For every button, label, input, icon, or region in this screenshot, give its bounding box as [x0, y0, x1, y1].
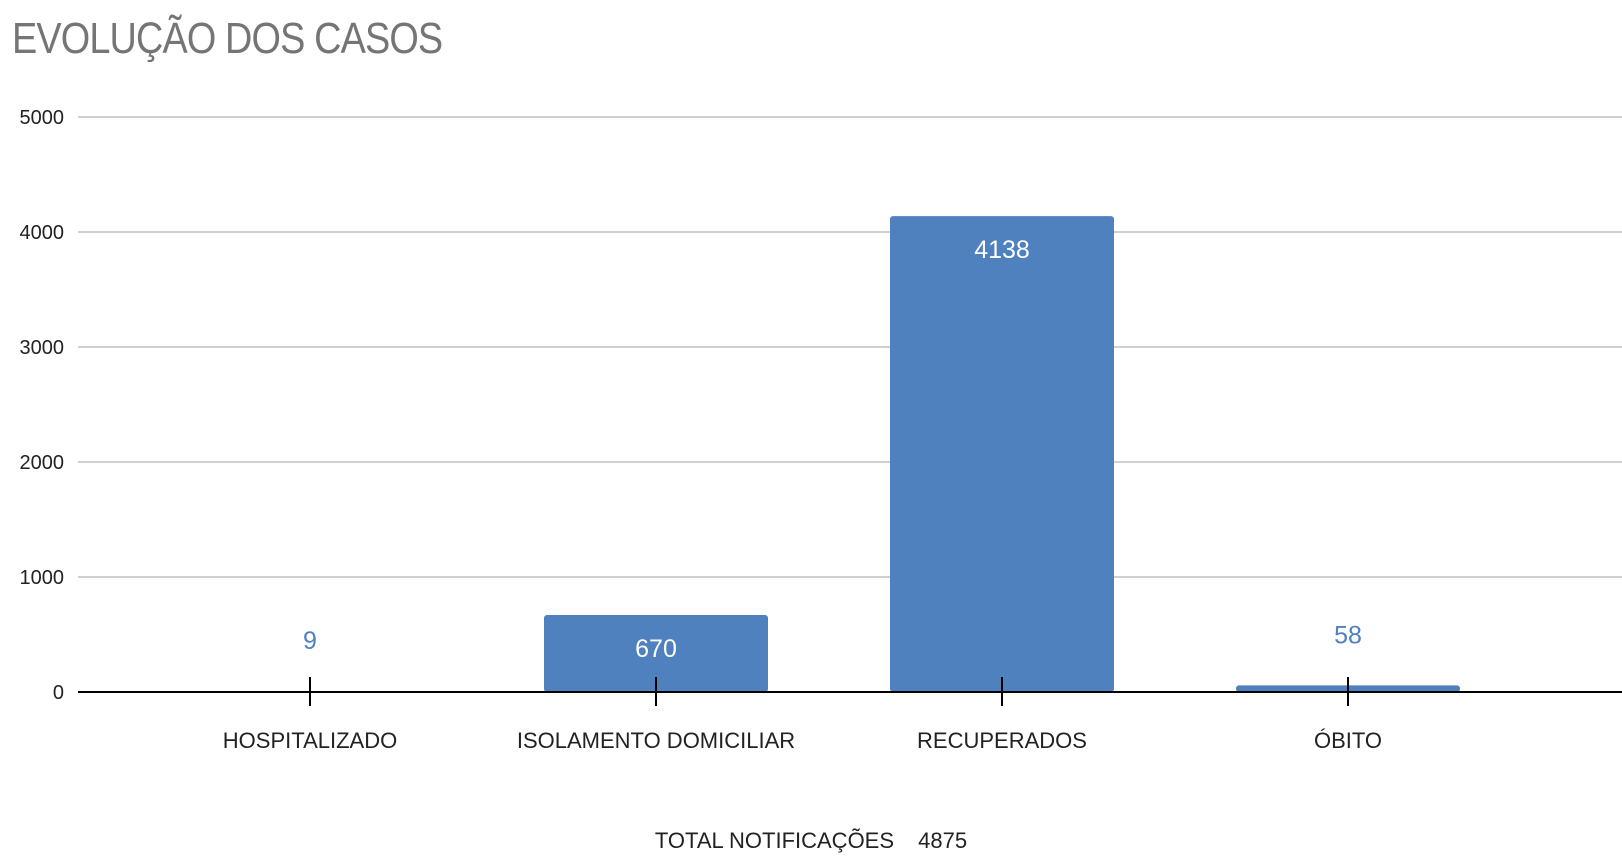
y-tick-label: 4000	[20, 222, 65, 244]
y-tick-label: 5000	[20, 107, 65, 129]
bars	[198, 216, 1460, 692]
x-axis	[78, 677, 1622, 706]
y-tick-label: 2000	[20, 452, 65, 474]
x-axis-labels: HOSPITALIZADO ISOLAMENTO DOMICILIAR RECUPE…	[223, 728, 1382, 753]
y-tick-label: 1000	[20, 567, 65, 589]
bar-chart: 0 1000 2000 3000 4000 5000 HOSPITALIZADO ISOLA…	[20, 107, 1622, 753]
gridlines	[78, 116, 1622, 578]
x-tick-label: HOSPITALIZADO	[223, 728, 397, 753]
x-tick-label: ISOLAMENTO DOMICILIAR	[517, 728, 795, 753]
bar	[890, 216, 1114, 692]
data-label: 4138	[974, 236, 1030, 264]
y-axis-labels: 0 1000 2000 3000 4000 5000	[20, 107, 65, 704]
total-notifications: TOTAL NOTIFICAÇÕES 4875	[0, 828, 1622, 854]
data-label: 58	[1334, 621, 1362, 649]
bar	[544, 614, 768, 692]
total-notifications-value: 4875	[918, 828, 968, 853]
data-label: 670	[635, 635, 677, 663]
data-label: 9	[303, 627, 317, 655]
total-notifications-label: TOTAL NOTIFICAÇÕES	[654, 828, 895, 853]
y-tick-label: 0	[53, 682, 64, 704]
x-tick-label: RECUPERADOS	[917, 728, 1087, 753]
chart-title: EVOLUÇÃO DOS CASOS	[12, 14, 443, 63]
x-tick-label: ÓBITO	[1314, 728, 1382, 753]
y-tick-label: 3000	[20, 337, 65, 359]
data-labels: 9 670 4138 58	[303, 236, 1362, 663]
